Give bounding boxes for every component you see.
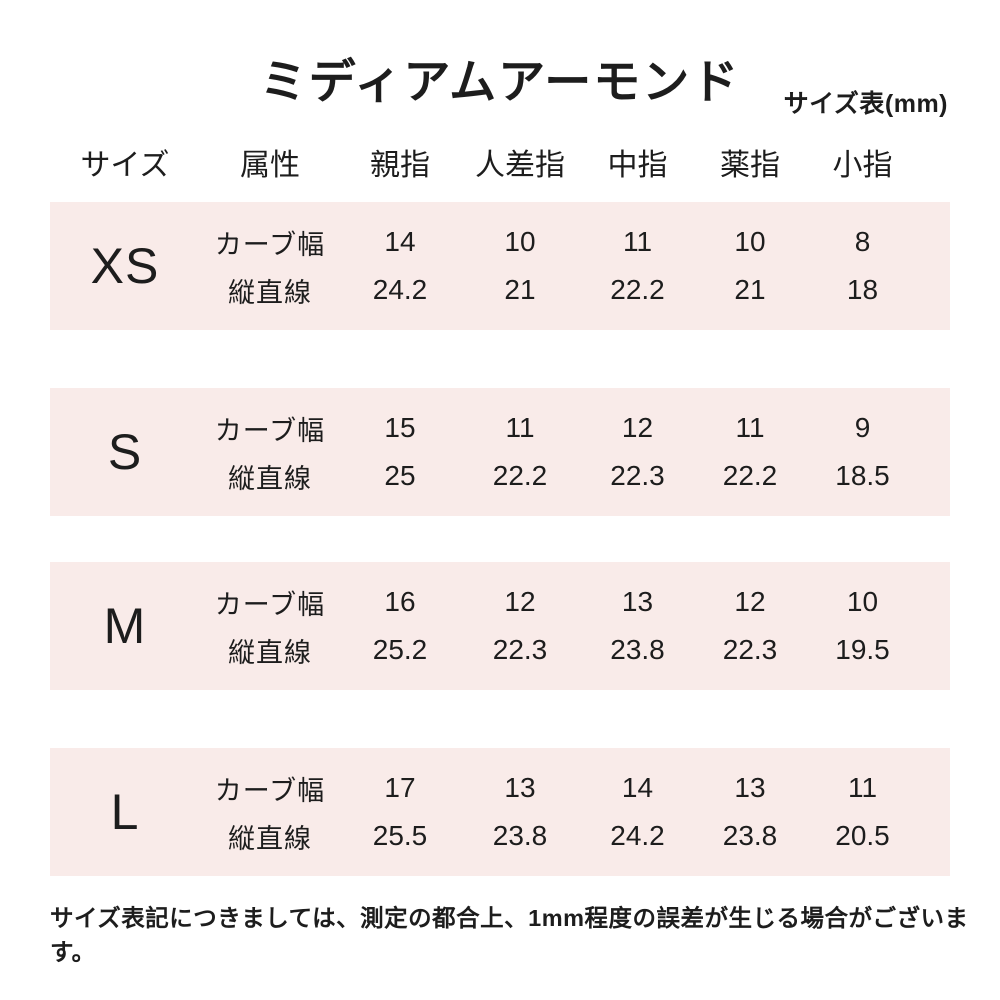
value-cell: 25.2 [372,634,428,665]
value-cell: 11 [847,772,878,803]
column-header-index-finger: 人差指 [475,149,565,182]
value-cell: 22.2 [722,460,778,491]
value-cell: 15 [384,412,416,443]
size-label: S [107,424,143,480]
size-label: L [110,784,140,840]
value-cell: 11 [622,226,653,257]
value-cell: 17 [384,772,416,803]
attr-label-vertical-line: 縦直線 [228,823,312,854]
value-cell: 21 [734,274,766,305]
value-cell: 18.5 [835,460,890,491]
value-cell: 19.5 [835,634,890,665]
value-cell: 23.8 [492,820,548,851]
unit-label: サイズ表(mm) [783,90,948,118]
value-cell: 22.2 [610,274,665,305]
value-cell: 10 [846,586,879,617]
value-cell: 25.5 [372,820,428,851]
column-header-middle-finger: 中指 [607,149,668,182]
value-cell: 16 [384,586,416,617]
value-cell: 11 [735,412,765,443]
value-cell: 23.8 [722,820,778,851]
column-header-size: サイズ [80,149,170,182]
value-cell: 13 [504,772,536,803]
size-row-xs: XS カーブ幅 14 10 11 10 8 縦直線 24.2 21 22.2 2… [50,202,950,330]
value-cell: 22.3 [610,460,665,491]
page-title: ミディアムアーモンド [259,55,741,108]
value-cell: 24.2 [610,820,665,851]
attr-label-vertical-line: 縦直線 [228,463,312,494]
size-label: XS [90,238,160,294]
table-header-row: サイズ 属性 親指 人差指 中指 薬指 小指 [50,147,920,185]
value-cell: 13 [734,772,766,803]
measurement-disclaimer: サイズ表記につきましては、測定の都合上、1mm程度の誤差が生じる場合がございます… [50,905,969,965]
value-cell: 14 [384,226,416,257]
value-cell: 9 [854,412,871,443]
attr-label-vertical-line: 縦直線 [228,637,312,668]
value-cell: 13 [621,586,654,617]
column-header-attribute: 属性 [240,149,300,182]
value-cell: 22.3 [492,634,548,665]
attr-label-curve-width: カーブ幅 [214,229,326,260]
attr-label-curve-width: カーブ幅 [214,589,326,620]
value-cell: 12 [734,586,766,617]
size-row-m: M カーブ幅 16 12 13 12 10 縦直線 25.2 22.3 23.8… [50,562,950,690]
column-header-little-finger: 小指 [832,149,893,182]
value-cell: 12 [504,586,536,617]
value-cell: 22.2 [492,460,548,491]
attr-label-curve-width: カーブ幅 [214,775,326,806]
value-cell: 21 [504,274,536,305]
value-cell: 24.2 [372,274,428,305]
size-row-l: L カーブ幅 17 13 14 13 11 縦直線 25.5 23.8 24.2… [50,748,950,876]
size-label: M [103,598,147,654]
value-cell: 8 [854,226,871,257]
value-cell: 18 [846,274,879,305]
value-cell: 23.8 [610,634,665,665]
value-cell: 10 [504,226,536,257]
value-cell: 14 [621,772,654,803]
value-cell: 11 [505,412,535,443]
column-header-ring-finger: 薬指 [720,149,780,182]
value-cell: 12 [621,412,654,443]
size-row-s: S カーブ幅 15 11 12 11 9 縦直線 25 22.2 22.3 22… [50,388,950,516]
value-cell: 10 [734,226,766,257]
column-header-thumb: 親指 [370,149,430,182]
value-cell: 22.3 [722,634,778,665]
value-cell: 25 [384,460,416,491]
attr-label-curve-width: カーブ幅 [214,415,326,446]
attr-label-vertical-line: 縦直線 [228,277,312,308]
value-cell: 20.5 [835,820,890,851]
